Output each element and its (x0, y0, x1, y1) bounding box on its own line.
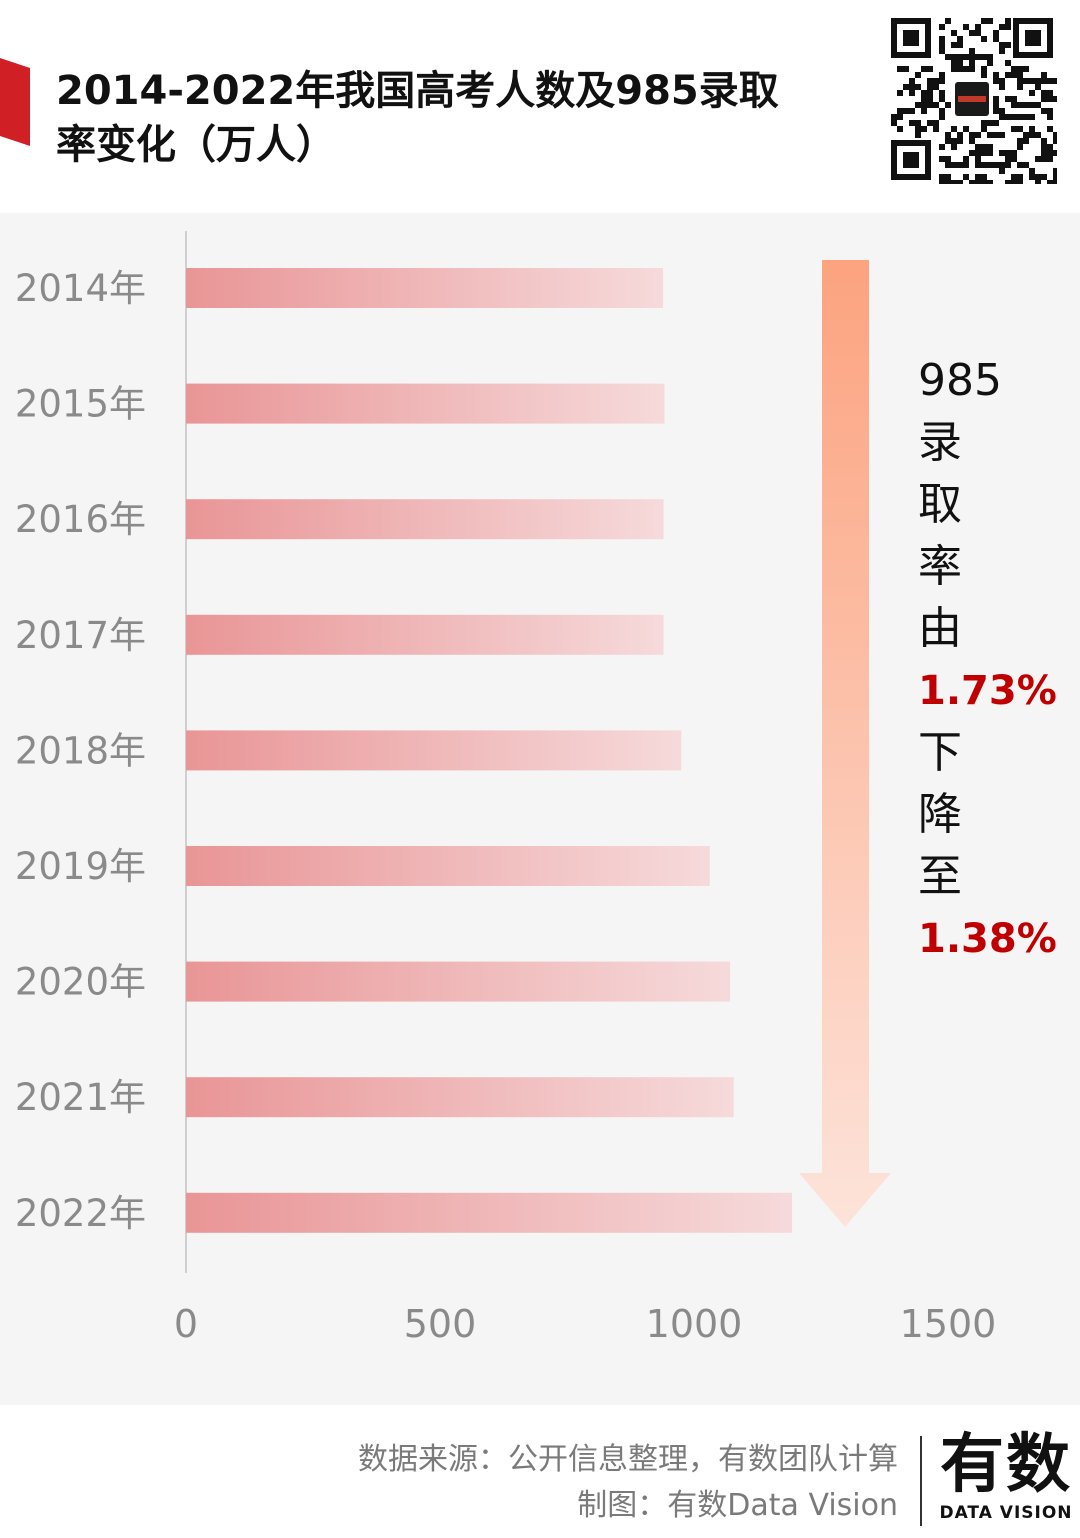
annotation-line-6: 下 (918, 727, 962, 778)
bar-5 (186, 846, 710, 886)
annotation-text: 985 录取率由 1.73% 下降至 1.38% (918, 350, 1058, 970)
bar-2 (186, 499, 664, 540)
y-tick-label-4: 2018年 (15, 729, 146, 772)
title-line-1: 2014-2022年我国高考人数及985录取 (56, 68, 779, 114)
annotation-highlight-5: 1.73% (918, 668, 1057, 714)
bar-1 (186, 383, 665, 424)
bar-8 (186, 1192, 793, 1233)
bar-7 (186, 1077, 734, 1118)
title-accent-bar (0, 58, 30, 146)
source-text: 数据来源：公开信息整理，有数团队计算 (358, 1442, 898, 1477)
annotation-line-0: 985 (918, 355, 1002, 406)
title-line-2: 率变化（万人） (56, 122, 336, 168)
annotation-line-1: 录 (918, 417, 962, 468)
qr-code-icon[interactable] (887, 14, 1057, 184)
y-tick-label-3: 2017年 (15, 614, 146, 657)
bar-3 (186, 614, 664, 655)
y-tick-label-0: 2014年 (15, 267, 146, 310)
page-title: 2014-2022年我国高考人数及985录取 率变化（万人） (56, 64, 846, 172)
x-tick-label-2: 1000 (646, 1302, 743, 1346)
y-tick-label-1: 2015年 (15, 383, 146, 426)
logo-sub-text: DATA VISION (939, 1503, 1073, 1523)
x-tick-label-1: 500 (404, 1302, 477, 1346)
y-tick-label-2: 2016年 (15, 498, 146, 541)
credit-text: 制图：有数Data Vision (577, 1488, 898, 1523)
bar-6 (186, 961, 731, 1002)
logo-main-text: 有数 (940, 1428, 1072, 1502)
y-tick-label-5: 2019年 (15, 845, 146, 888)
header: 2014-2022年我国高考人数及985录取 率变化（万人） (0, 0, 1080, 213)
annotation-line-2: 取 (918, 479, 962, 530)
y-tick-label-7: 2021年 (15, 1076, 146, 1119)
bar-chart: 2014年 2015年 2016年 2017年 2018年 2019年 2020年 2021年… (15, 231, 997, 1346)
x-tick-label-0: 0 (174, 1302, 198, 1346)
y-tick-label-8: 2022年 (15, 1192, 146, 1235)
x-tick-label-3: 1500 (900, 1302, 997, 1346)
source-block: 数据来源：公开信息整理，有数团队计算 制图：有数Data Vision (358, 1437, 898, 1529)
bar-4 (186, 730, 682, 771)
annotation-line-8: 至 (918, 851, 962, 902)
footer (0, 1405, 1080, 1538)
y-tick-label-6: 2020年 (15, 961, 146, 1004)
brand-logo: 有数 DATA VISION (936, 1428, 1076, 1524)
annotation-line-7: 降 (918, 789, 962, 840)
annotation-line-3: 率 (918, 541, 962, 592)
down-arrow (799, 260, 891, 1227)
annotation-highlight-9: 1.38% (918, 916, 1057, 962)
footer-divider (920, 1436, 922, 1526)
bar-0 (186, 268, 664, 308)
annotation-line-4: 由 (918, 603, 962, 654)
